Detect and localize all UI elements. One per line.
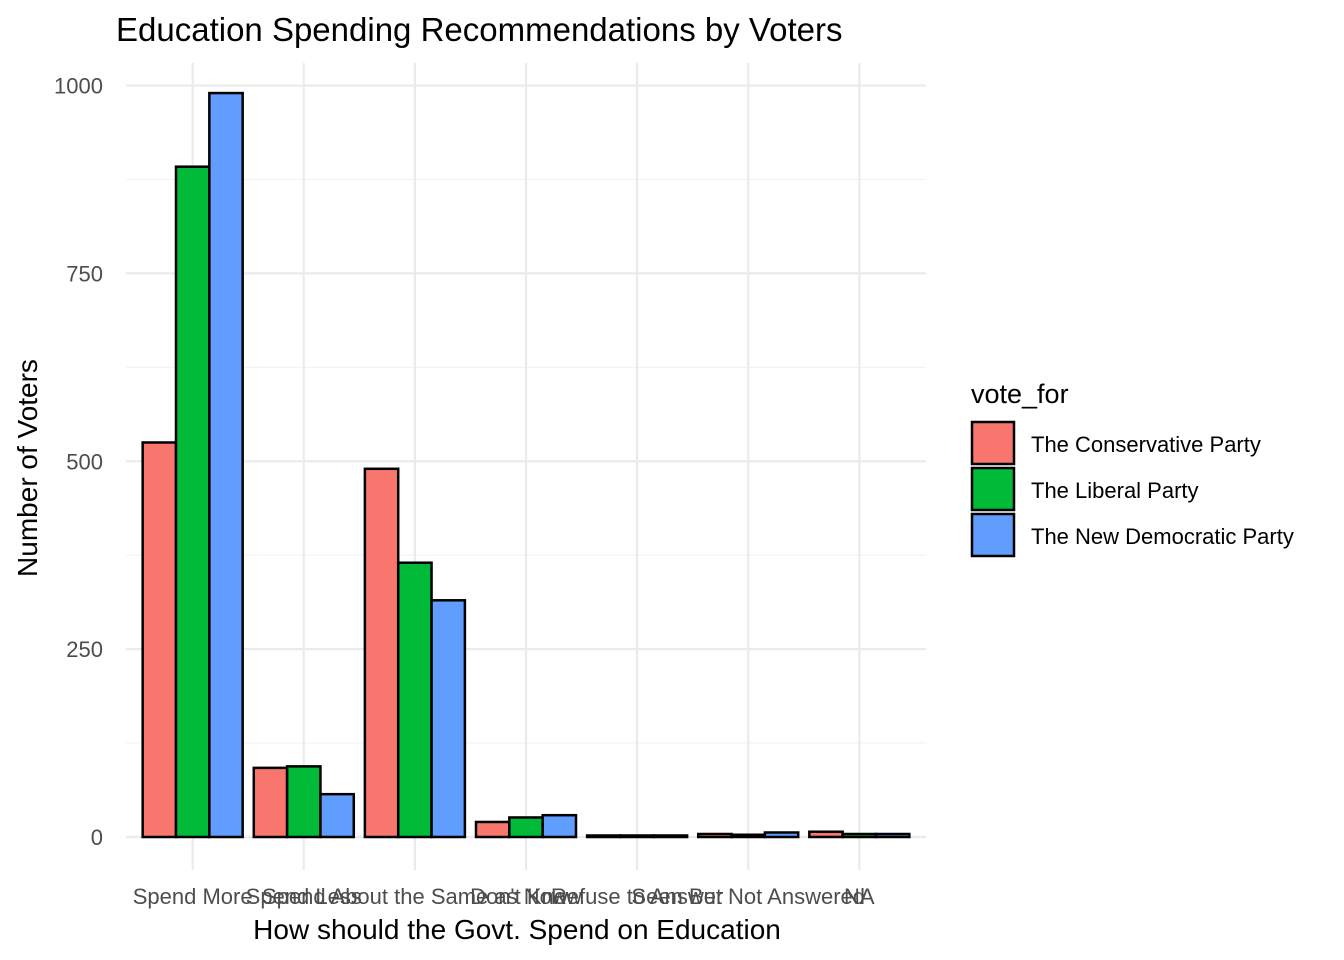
bar <box>619 834 656 839</box>
bar <box>652 834 689 839</box>
y-tick-label: 250 <box>66 637 103 662</box>
bar <box>141 441 178 839</box>
y-axis-title: Number of Voters <box>12 359 43 577</box>
y-axis-ticks: 0 250 500 750 1000 <box>54 74 103 850</box>
grid <box>126 63 926 870</box>
bar <box>585 834 622 839</box>
x-tick-label: Refuse to Answer <box>551 884 723 909</box>
x-axis-title: How should the Govt. Spend on Education <box>253 914 781 945</box>
legend-swatch <box>970 466 1016 512</box>
y-tick-label: 500 <box>66 449 103 474</box>
legend-label: The Liberal Party <box>1031 478 1199 503</box>
bars <box>141 91 911 839</box>
legend-swatch <box>970 512 1016 558</box>
bar <box>174 165 211 839</box>
x-tick-label: Spend About the Same as Now <box>262 884 568 909</box>
bar <box>541 813 578 839</box>
x-tick-label: NA <box>844 884 875 909</box>
legend-title: vote_for <box>971 379 1069 409</box>
x-tick-label: Spend Less <box>246 884 362 909</box>
chart-title: Education Spending Recommendations by Vo… <box>116 11 842 48</box>
bar <box>808 830 844 839</box>
y-tick-label: 750 <box>66 261 103 286</box>
legend-label: The New Democratic Party <box>1031 524 1294 549</box>
legend: vote_for The Conservative Party The Liber… <box>970 379 1294 558</box>
y-tick-label: 1000 <box>54 74 103 99</box>
x-tick-label: Don't Know <box>470 884 582 909</box>
bar <box>285 765 322 839</box>
x-tick-label: Seen But Not Answered <box>631 884 865 909</box>
bar <box>363 467 400 839</box>
bar <box>508 816 544 839</box>
bar <box>841 832 878 839</box>
bar <box>763 831 800 839</box>
bar <box>252 766 289 839</box>
bar <box>208 91 244 839</box>
bar <box>474 820 511 839</box>
bar <box>730 833 767 839</box>
legend-label: The Conservative Party <box>1031 432 1261 457</box>
bar <box>874 832 911 839</box>
legend-swatch <box>970 420 1016 466</box>
x-tick-label: Spend More <box>133 884 253 909</box>
bar <box>430 599 467 839</box>
bar <box>696 832 733 839</box>
bar <box>319 792 356 839</box>
y-tick-label: 0 <box>91 825 103 850</box>
bar <box>396 561 433 839</box>
